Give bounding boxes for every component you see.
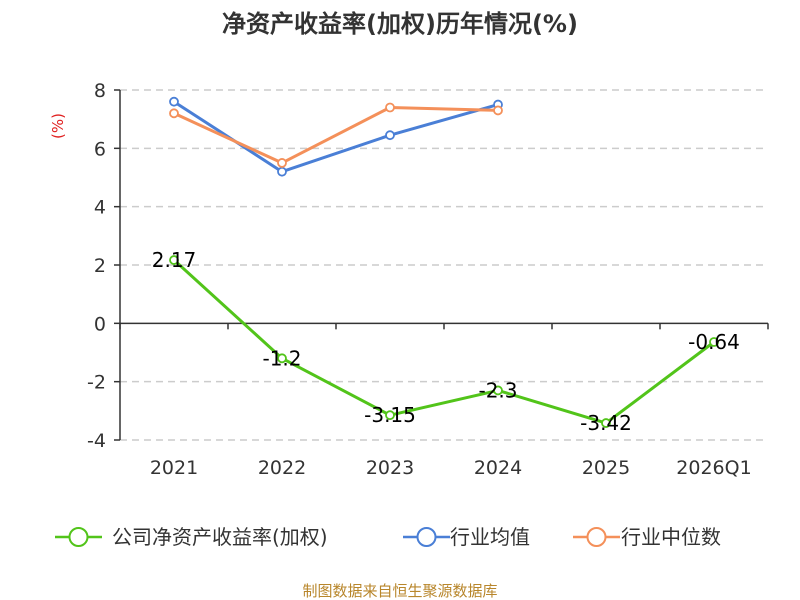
x-tick-label: 2021 — [150, 457, 198, 479]
data-point[interactable] — [385, 130, 395, 141]
y-tick-label: 4 — [94, 197, 106, 219]
data-point[interactable] — [169, 96, 179, 107]
x-tick-label: 2024 — [474, 457, 522, 479]
x-tick-label: 2026Q1 — [676, 457, 751, 479]
legend-swatch-marker-1 — [416, 527, 437, 547]
legend-label-2[interactable]: 行业中位数 — [621, 525, 721, 549]
data-point[interactable] — [277, 353, 287, 364]
series-line-2 — [173, 106, 499, 165]
y-tick-label: 6 — [94, 138, 106, 160]
data-label: -2.3 — [478, 378, 517, 402]
y-tick-label: 0 — [94, 313, 106, 335]
data-point[interactable] — [385, 410, 395, 421]
data-label: -1.2 — [262, 346, 301, 370]
axes: -4 -2 0 2 4 6 8 2021 2022 2023 2024 2025 2026Q1 — [87, 80, 769, 479]
data-point[interactable] — [169, 255, 179, 265]
gridlines — [120, 89, 768, 441]
legend[interactable]: 公司净资产收益率(加权) 行业均值 行业中位数 — [55, 525, 721, 549]
y-tick-label: 2 — [94, 255, 106, 277]
y-axis-unit: (%) — [49, 113, 67, 139]
data-point[interactable] — [385, 102, 395, 113]
data-point[interactable] — [709, 337, 719, 347]
data-label: -3.42 — [580, 411, 632, 435]
data-label: -0.64 — [688, 330, 740, 354]
data-point[interactable] — [493, 105, 503, 116]
x-tick-label: 2023 — [366, 457, 414, 479]
chart-title: 净资产收益率(加权)历年情况(%) — [222, 10, 578, 38]
source-note: 制图数据来自恒生聚源数据库 — [302, 582, 497, 600]
y-tick-label: -2 — [87, 372, 106, 394]
y-tick-label: 8 — [94, 80, 106, 102]
x-tick-label: 2022 — [258, 457, 306, 479]
data-point[interactable] — [493, 385, 503, 396]
legend-swatch-marker-0 — [68, 527, 89, 547]
legend-label-0[interactable]: 公司净资产收益率(加权) — [112, 525, 328, 549]
series-line-0 — [172, 258, 715, 425]
series — [169, 96, 719, 428]
data-label: 2.17 — [152, 248, 197, 272]
data-point[interactable] — [169, 108, 179, 119]
data-point[interactable] — [277, 158, 287, 168]
x-tick-label: 2025 — [582, 457, 630, 479]
data-label: -3.15 — [364, 403, 416, 427]
legend-swatch-marker-2 — [586, 527, 607, 547]
legend-label-1[interactable]: 行业均值 — [450, 525, 530, 549]
data-point[interactable] — [277, 166, 287, 177]
y-tick-label: -4 — [87, 430, 106, 452]
data-point[interactable] — [601, 418, 611, 428]
data-labels: 2.17 -1.2 -3.15 -2.3 -3.42 -0.64 — [152, 248, 740, 435]
